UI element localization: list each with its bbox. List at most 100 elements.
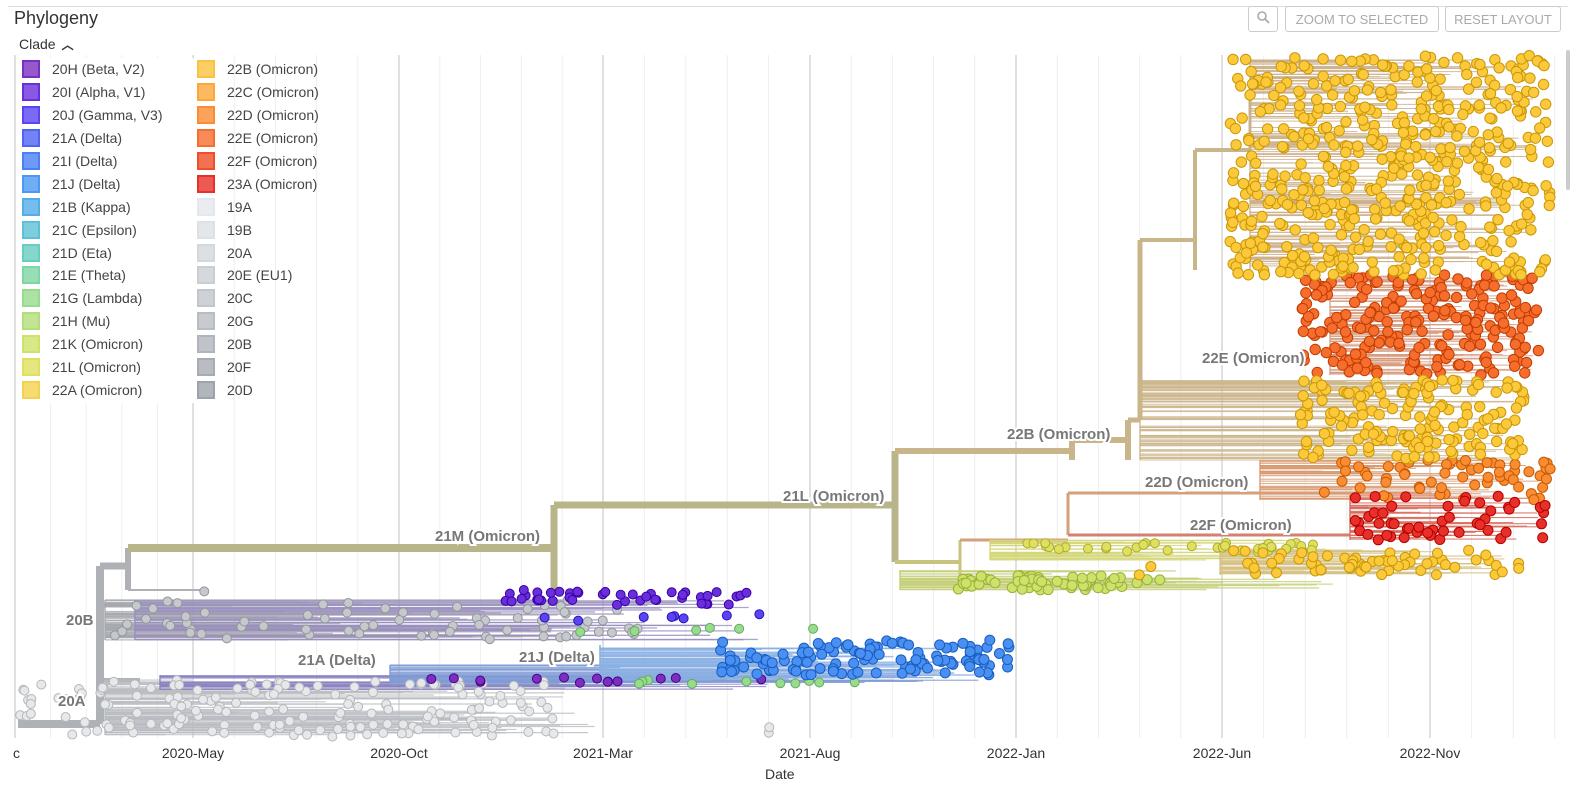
tree-tip [1534,266,1546,278]
legend-label: 20A [227,244,252,261]
legend-item[interactable]: 21E (Theta) [22,264,162,287]
legend-item[interactable]: 21D (Eta) [22,241,162,264]
legend-item[interactable]: 22A (Omicron) [22,378,162,401]
legend-item[interactable]: 21B (Kappa) [22,195,162,218]
legend-label: 21I (Delta) [52,153,118,169]
legend-item[interactable]: 21K (Omicron) [22,333,162,356]
legend-item[interactable]: 21J (Delta) [22,172,162,195]
tree-tip [298,711,309,722]
zoom-icon-button[interactable] [1248,6,1278,32]
legend-item[interactable]: 22C (Omicron) [197,81,319,104]
tree-tip [1467,125,1479,138]
legend-label: 22E (Omicron) [227,130,319,147]
legend-item[interactable]: 19B [197,218,319,241]
tree-tip [1318,202,1331,215]
tree-tip [1414,411,1426,423]
tree-tip [1519,341,1531,354]
tree-tip [1296,547,1308,559]
tree-tip [36,679,47,690]
tree-tip [1515,218,1528,230]
tree-tip [1401,324,1413,336]
tree-tip [1317,70,1329,82]
legend-item[interactable]: 21I (Delta) [22,150,162,173]
legend-item[interactable]: 20F [197,356,319,379]
branch-label-halo: 21J (Delta) [519,649,595,666]
tree-tip [231,697,242,708]
tree-tip [1424,151,1436,164]
legend-item[interactable]: 22E (Omicron) [197,127,319,150]
tree-tip [1353,461,1365,473]
tree-tip [1092,582,1104,594]
tree-tip [1397,126,1410,139]
legend-item[interactable]: 21C (Epsilon) [22,218,162,241]
legend-item[interactable]: 20C [197,287,319,310]
legend-item[interactable]: 21H (Mu) [22,310,162,333]
scrollbar[interactable] [1566,50,1570,190]
legend-item[interactable]: 20E (EU1) [197,264,319,287]
legend-item[interactable]: 21G (Lambda) [22,287,162,310]
tree-tip [1420,90,1433,102]
tree-tip [1497,317,1510,329]
tree-tip [1509,458,1521,470]
tree-tip [1445,445,1457,457]
zoom-to-selected-button[interactable]: ZOOM TO SELECTED [1285,6,1439,32]
tree-tip [1297,389,1309,402]
tree-tip [538,631,549,642]
tree-tip [1438,56,1450,69]
x-axis-tick-label: 2021-Mar [573,745,633,761]
tree-tip [1377,507,1389,519]
legend-swatch [22,335,40,354]
legend-label: 21L (Omicron) [52,359,141,376]
x-axis-title: Date [765,766,795,782]
legend-label: 21K (Omicron) [52,336,144,353]
legend-swatch [197,83,215,102]
tree-tip [1298,375,1310,387]
legend-swatch [22,358,40,377]
legend-label: 22D (Omicron) [227,107,319,124]
legend-item[interactable]: 20I (Alpha, V1) [22,81,162,104]
tree-tip [413,724,424,735]
tree-tip [522,603,533,614]
reset-layout-button[interactable]: RESET LAYOUT [1445,6,1561,32]
tree-tip [1527,184,1539,197]
tree-tip [294,682,305,693]
tree-tip [1351,362,1364,374]
tree-tip [1245,65,1257,78]
tree-tip [345,730,356,741]
tree-tip [252,721,263,732]
legend-item[interactable]: 20J (Gamma, V3) [22,104,162,127]
tree-tip [1420,63,1433,75]
tree-tip [1484,112,1496,124]
tree-tip [1496,292,1508,304]
legend-item[interactable]: 21L (Omicron) [22,356,162,379]
tree-tip [1451,157,1464,169]
legend-item[interactable]: 20H (Beta, V2) [22,58,162,81]
legend-item[interactable]: 20B [197,333,319,356]
legend-item[interactable]: 23A (Omicron) [197,172,319,195]
legend-item[interactable]: 20D [197,378,319,401]
tree-tip [125,720,136,731]
legend-item[interactable]: 20A [197,241,319,264]
tree-tip [1237,177,1250,190]
legend-item[interactable]: 19A [197,195,319,218]
clade-legend-toggle[interactable]: Clade ︿ [19,36,74,53]
tree-tip [1325,244,1337,256]
tree-tip [1441,156,1453,168]
tree-tip [812,637,824,649]
tree-tip [343,699,354,710]
tree-tip [1382,460,1394,472]
legend-item[interactable]: 22F (Omicron) [197,150,319,173]
tree-tip [1295,158,1307,170]
legend-item[interactable]: 20G [197,310,319,333]
legend-item[interactable]: 22B (Omicron) [197,58,319,81]
tree-tip [378,727,389,738]
branch-label: 21A (Delta) [298,652,376,669]
tree-tip [1466,288,1478,300]
tree-tip [1491,341,1504,354]
tree-tip [801,656,813,668]
tree-tip [1542,156,1555,168]
legend-item[interactable]: 21A (Delta) [22,127,162,150]
legend-item[interactable]: 22D (Omicron) [197,104,319,127]
tree-tip [1393,233,1405,245]
